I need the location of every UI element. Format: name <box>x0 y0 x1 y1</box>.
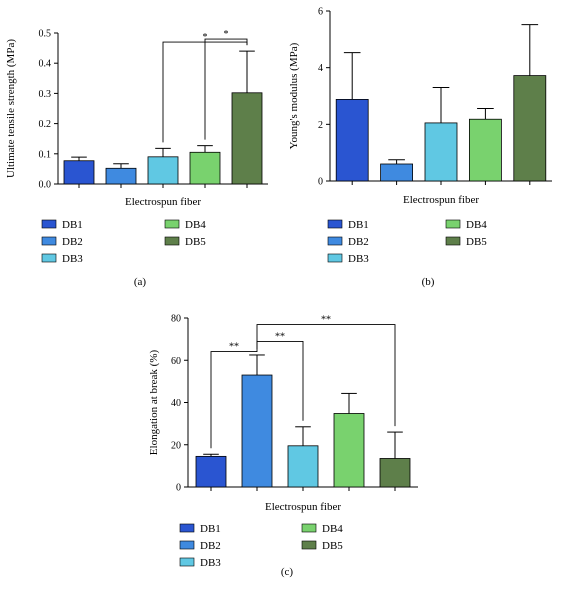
legend-swatch-DB5 <box>301 540 317 550</box>
chart-panel-2: 0 2 4 6 Young's modulus (MPa) Electrospun fib… <box>288 7 552 288</box>
legend-label-DB3: DB3 <box>200 557 221 569</box>
significance-bracket <box>256 324 396 427</box>
legend-swatch-DB3 <box>327 253 343 263</box>
y-tick-label: 0.3 <box>39 89 52 100</box>
y-tick-label: 0.5 <box>39 29 52 40</box>
y-tick-label: 0.1 <box>39 149 52 160</box>
panel-label: (c) <box>281 566 294 578</box>
legend-label-DB1: DB1 <box>62 219 83 231</box>
y-tick-label: 0 <box>318 177 323 188</box>
bar-DB1 <box>63 160 95 185</box>
y-axis-title: Young's modulus (MPa) <box>288 42 300 149</box>
legend-label-DB2: DB2 <box>200 540 221 552</box>
bar-DB1 <box>195 455 227 488</box>
y-tick-label: 20 <box>171 440 181 451</box>
legend-label-DB1: DB1 <box>200 523 221 535</box>
chart-panel-1: 0.0 0.1 0.2 0.3 0.4 0.5 Ultimate tensile stren… <box>5 29 268 288</box>
y-tick-label: 0 <box>176 483 181 494</box>
significance-label: * <box>224 29 229 40</box>
legend-swatch-DB4 <box>301 523 317 533</box>
legend-label-DB1: DB1 <box>348 219 369 231</box>
y-tick-label: 0.2 <box>39 119 52 130</box>
legend-label-DB4: DB4 <box>185 219 206 231</box>
bar-DB5 <box>513 75 547 182</box>
legend-label-DB5: DB5 <box>322 540 343 552</box>
bar-DB5 <box>231 92 263 185</box>
y-tick-label: 60 <box>171 356 181 367</box>
bar-DB4 <box>189 151 221 185</box>
legend-label-DB5: DB5 <box>185 236 206 248</box>
y-tick-label: 2 <box>318 120 323 131</box>
legend-swatch-DB1 <box>327 219 343 229</box>
chart-panel-3: 0 20 40 60 80 Elongation at break (%) Electros… <box>148 314 418 578</box>
legend-label-DB3: DB3 <box>62 253 83 265</box>
legend-swatch-DB1 <box>41 219 57 229</box>
y-tick-label: 4 <box>318 63 323 74</box>
legend-swatch-DB4 <box>445 219 461 229</box>
y-tick-label: 0.0 <box>39 180 52 191</box>
legend-label-DB4: DB4 <box>466 219 487 231</box>
legend-label-DB2: DB2 <box>62 236 83 248</box>
x-axis-title: Electrospun fiber <box>265 501 341 513</box>
legend-label-DB3: DB3 <box>348 253 369 265</box>
legend-swatch-DB5 <box>164 236 180 246</box>
y-tick-label: 80 <box>171 314 181 325</box>
bar-DB3 <box>147 156 179 185</box>
legend-swatch-DB2 <box>179 540 195 550</box>
significance-label: ** <box>321 315 331 326</box>
legend-swatch-DB2 <box>327 236 343 246</box>
significance-label: * <box>203 32 208 43</box>
significance-label: ** <box>229 342 239 353</box>
y-tick-label: 40 <box>171 398 181 409</box>
y-tick-label: 0.4 <box>39 59 52 70</box>
legend-swatch-DB2 <box>41 236 57 246</box>
bar-DB5 <box>379 458 411 488</box>
bar-DB2 <box>241 374 273 488</box>
bar-DB4 <box>333 413 365 488</box>
legend-label-DB5: DB5 <box>466 236 487 248</box>
bar-DB4 <box>468 118 502 182</box>
panel-label: (b) <box>422 276 435 288</box>
bar-DB3 <box>287 445 319 488</box>
bar-DB1 <box>335 99 369 182</box>
legend-swatch-DB5 <box>445 236 461 246</box>
x-axis-title: Electrospun fiber <box>403 194 479 206</box>
legend-label-DB4: DB4 <box>322 523 343 535</box>
y-tick-label: 6 <box>318 7 323 18</box>
significance-label: ** <box>275 331 285 342</box>
significance-bracket <box>210 348 258 449</box>
bar-DB2 <box>380 163 414 182</box>
significance-bracket <box>204 38 248 140</box>
legend-swatch-DB3 <box>179 557 195 567</box>
legend-swatch-DB1 <box>179 523 195 533</box>
bar-DB3 <box>424 122 458 182</box>
panel-label: (a) <box>134 276 147 288</box>
y-axis-title: Ultimate tensile strength (MPa) <box>5 39 17 178</box>
legend-swatch-DB4 <box>164 219 180 229</box>
y-axis-title: Elongation at break (%) <box>148 349 160 455</box>
legend-swatch-DB3 <box>41 253 57 263</box>
x-axis-title: Electrospun fiber <box>125 196 201 208</box>
legend-label-DB2: DB2 <box>348 236 369 248</box>
bar-DB2 <box>105 167 137 185</box>
